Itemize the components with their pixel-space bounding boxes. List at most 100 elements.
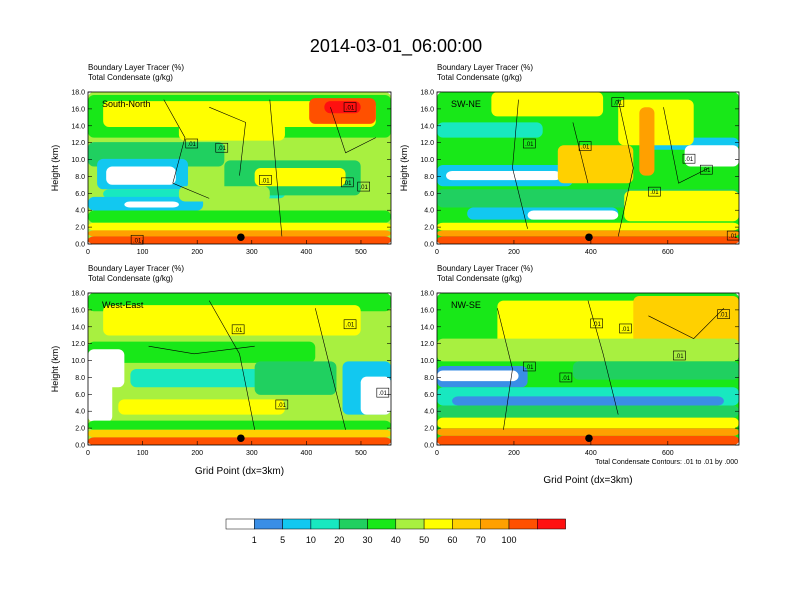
- contour-label: .01: [379, 391, 388, 397]
- field-band: [437, 370, 519, 382]
- x-tick-label: 100: [137, 249, 149, 256]
- y-tick-label: 12.0: [420, 341, 434, 348]
- y-tick-label: 16.0: [71, 106, 85, 113]
- colorbar-swatch: [310, 518, 340, 530]
- x-tick-label: 200: [191, 249, 203, 256]
- x-tick-label: 400: [585, 249, 597, 256]
- panel-title-line2: Total Condensate (g/kg): [437, 73, 522, 82]
- colorbar-swatch: [423, 518, 453, 530]
- field-band: [437, 428, 739, 436]
- y-tick-label: 2.0: [424, 225, 434, 232]
- y-tick-label: 8.0: [424, 375, 434, 382]
- colorbar-label: 100: [501, 535, 516, 545]
- contour-line: [330, 107, 376, 154]
- colorbar-swatch: [537, 518, 566, 530]
- contour-label: .01: [525, 365, 534, 371]
- y-tick-label: 8.0: [75, 174, 85, 181]
- y-tick-label: 12.0: [71, 140, 85, 147]
- location-marker: [237, 434, 245, 443]
- colorbar: 1 5 10 20 30 40 50 60 70 100: [225, 518, 566, 545]
- colorbar-swatch: [225, 518, 255, 530]
- y-tick-label: 4.0: [424, 409, 434, 416]
- field-band: [103, 101, 376, 127]
- y-tick-label: 2.0: [75, 426, 85, 433]
- y-tick-label: 10.0: [71, 157, 85, 164]
- x-tick-label: 500: [355, 450, 367, 457]
- panel-title-line2: Total Condensate (g/kg): [88, 73, 173, 82]
- field-band: [633, 296, 739, 350]
- field-band: [88, 420, 391, 430]
- panel-south-north: .01 .01 .01 .01 .01 .01 .01 South-North Boundary…: [50, 63, 392, 256]
- x-tick-label: 200: [508, 450, 520, 457]
- x-tick-label: 300: [246, 249, 258, 256]
- field-band: [103, 305, 361, 336]
- colorbar-label: 60: [447, 535, 457, 545]
- x-tick-label: 100: [137, 450, 149, 457]
- colorbar-swatch: [282, 518, 312, 530]
- x-tick-label: 200: [191, 450, 203, 457]
- contour-label-box: [699, 164, 713, 175]
- colorbar-label: 50: [419, 535, 429, 545]
- plot-frame: [87, 91, 392, 245]
- y-tick-label: 16.0: [71, 307, 85, 314]
- field-band: [360, 376, 391, 415]
- field: [437, 293, 739, 445]
- contour-label: .01: [702, 168, 711, 174]
- panels: .01 .01 .01 .01 .01 .01 .01 South-North Boundary…: [50, 63, 740, 486]
- y-tick-label: 10.0: [71, 358, 85, 365]
- field-band: [178, 122, 285, 141]
- panel-title-line1: Boundary Layer Tracer (%): [88, 264, 184, 273]
- y-tick-label: 4.0: [75, 409, 85, 416]
- y-tick-label: 16.0: [420, 307, 434, 314]
- contour-line: [648, 307, 725, 339]
- y-tick-label: 4.0: [424, 208, 434, 215]
- contour-label-box: [275, 399, 289, 410]
- contour-line: [663, 107, 709, 184]
- field-band: [118, 399, 285, 415]
- y-tick-label: 18.0: [420, 90, 434, 97]
- x-tick-label: 600: [662, 249, 674, 256]
- y-tick-label: 16.0: [420, 106, 434, 113]
- y-tick-label: 14.0: [71, 123, 85, 130]
- y-tick-label: 18.0: [420, 291, 434, 298]
- panel-title-line2: Total Condensate (g/kg): [437, 274, 522, 283]
- x-tick-label: 600: [662, 450, 674, 457]
- contour-label-box: [578, 141, 592, 151]
- field-band: [624, 190, 739, 222]
- contour-label-box: [611, 97, 625, 107]
- field-band: [446, 171, 561, 181]
- contour-label-box: [717, 309, 730, 319]
- contour-note: Total Condensate Contours: .01 to .01 by…: [595, 459, 738, 466]
- colorbar-swatch: [338, 518, 368, 530]
- field-band: [88, 429, 391, 438]
- y-tick-label: 0.0: [424, 242, 434, 249]
- field-band: [437, 417, 739, 429]
- field-band: [437, 222, 739, 231]
- panel-nw-se: .01 .01 .01 .01 .01 .01 NW-SE Boundary Layer Tr…: [420, 264, 740, 486]
- colorbar-swatch: [452, 518, 481, 530]
- y-tick-label: 10.0: [420, 157, 434, 164]
- y-tick-label: 4.0: [75, 208, 85, 215]
- contour-label-box: [259, 175, 272, 185]
- contour-line: [163, 99, 210, 199]
- y-tick-label: 6.0: [424, 191, 434, 198]
- field-band: [324, 101, 361, 114]
- contour-label: .01: [218, 146, 227, 152]
- contour-label: .01: [343, 181, 352, 187]
- colorbar-label: 40: [391, 535, 401, 545]
- field-band: [437, 338, 739, 362]
- contour-line: [587, 300, 619, 415]
- x-tick-label: 400: [301, 450, 313, 457]
- panel-west-east: .01 .01 .01 .01 West-East Boundary Layer Trac…: [50, 264, 392, 477]
- contour-label-box: [619, 323, 632, 334]
- field-band: [88, 230, 391, 237]
- y-tick-label: 6.0: [75, 191, 85, 198]
- contour-label: .01: [278, 403, 287, 409]
- x-tick-label: 0: [86, 249, 90, 256]
- contour-label-box: [376, 387, 390, 398]
- y-tick-label: 12.0: [71, 341, 85, 348]
- y-tick-label: 0.0: [75, 443, 85, 450]
- contour-label-box: [682, 153, 696, 164]
- x-tick-label: 0: [435, 249, 439, 256]
